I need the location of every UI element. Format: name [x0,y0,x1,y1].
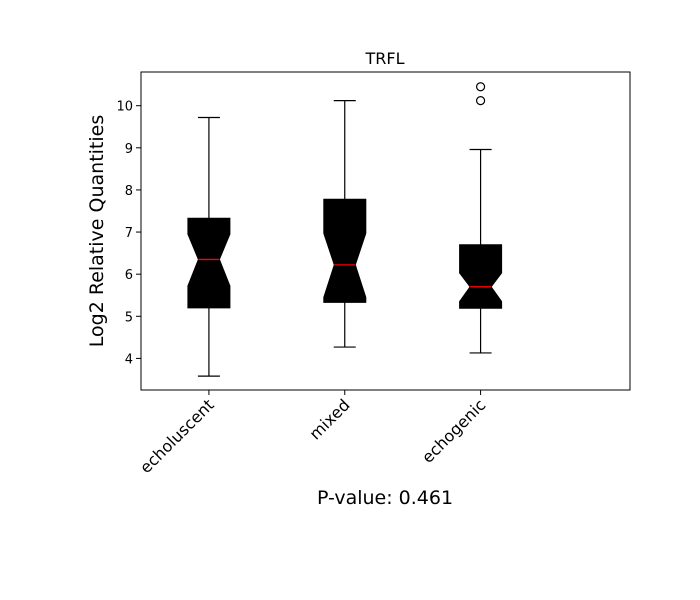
outlier-point [475,96,486,106]
x-axis-ticks: echoluscent mixed echogenic [136,390,489,477]
box-echogenic [459,82,503,354]
y-tick-label: 5 [125,310,133,325]
y-tick-label: 6 [125,268,133,283]
y-tick-label: 10 [116,100,133,115]
plot-layer [187,82,503,377]
x-tick-label: echogenic [418,395,489,466]
outlier-point [475,82,486,92]
box-body [459,244,503,309]
box-body [187,217,231,309]
x-axis-label: P-value: 0.461 [317,487,453,509]
chart-title: TRFL [364,49,404,68]
y-axis-label: Log2 Relative Quantities [86,115,108,347]
box-echoluscent [187,116,231,377]
y-tick-label: 8 [125,184,133,199]
x-tick-label: mixed [305,395,353,443]
box-mixed [323,100,367,348]
y-tick-label: 4 [125,352,133,367]
plot-area-frame [140,71,631,391]
x-tick-label: echoluscent [136,395,218,477]
y-tick-label: 9 [125,142,133,157]
y-axis-ticks: 4 5 6 7 8 9 10 [116,100,141,367]
y-tick-label: 7 [125,226,133,241]
box-body [323,198,367,303]
